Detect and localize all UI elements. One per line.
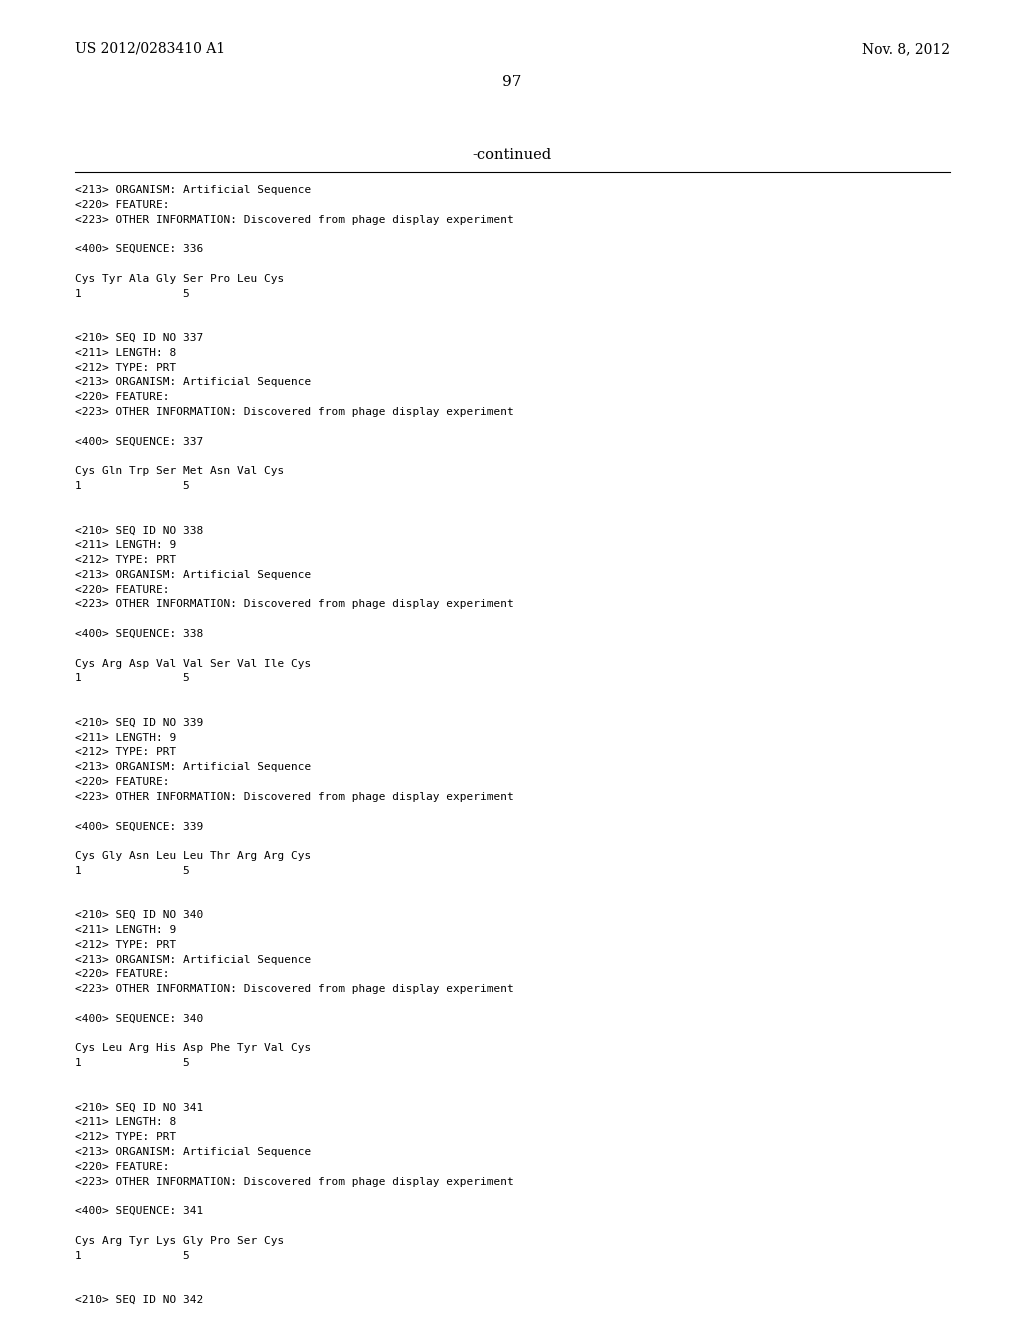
Text: <400> SEQUENCE: 337: <400> SEQUENCE: 337 (75, 437, 203, 446)
Text: Cys Arg Tyr Lys Gly Pro Ser Cys: Cys Arg Tyr Lys Gly Pro Ser Cys (75, 1236, 285, 1246)
Text: 1               5: 1 5 (75, 1059, 189, 1068)
Text: 1               5: 1 5 (75, 1250, 189, 1261)
Text: <223> OTHER INFORMATION: Discovered from phage display experiment: <223> OTHER INFORMATION: Discovered from… (75, 792, 514, 801)
Text: -continued: -continued (472, 148, 552, 162)
Text: <400> SEQUENCE: 341: <400> SEQUENCE: 341 (75, 1206, 203, 1216)
Text: 97: 97 (503, 75, 521, 88)
Text: <220> FEATURE:: <220> FEATURE: (75, 777, 170, 787)
Text: Cys Leu Arg His Asp Phe Tyr Val Cys: Cys Leu Arg His Asp Phe Tyr Val Cys (75, 1043, 311, 1053)
Text: <210> SEQ ID NO 342: <210> SEQ ID NO 342 (75, 1295, 203, 1305)
Text: <223> OTHER INFORMATION: Discovered from phage display experiment: <223> OTHER INFORMATION: Discovered from… (75, 985, 514, 994)
Text: <220> FEATURE:: <220> FEATURE: (75, 199, 170, 210)
Text: <400> SEQUENCE: 336: <400> SEQUENCE: 336 (75, 244, 203, 255)
Text: <210> SEQ ID NO 337: <210> SEQ ID NO 337 (75, 333, 203, 343)
Text: 1               5: 1 5 (75, 480, 189, 491)
Text: 1               5: 1 5 (75, 673, 189, 684)
Text: <213> ORGANISM: Artificial Sequence: <213> ORGANISM: Artificial Sequence (75, 762, 311, 772)
Text: <213> ORGANISM: Artificial Sequence: <213> ORGANISM: Artificial Sequence (75, 378, 311, 387)
Text: <211> LENGTH: 8: <211> LENGTH: 8 (75, 347, 176, 358)
Text: <220> FEATURE:: <220> FEATURE: (75, 585, 170, 594)
Text: US 2012/0283410 A1: US 2012/0283410 A1 (75, 42, 225, 55)
Text: <223> OTHER INFORMATION: Discovered from phage display experiment: <223> OTHER INFORMATION: Discovered from… (75, 407, 514, 417)
Text: <220> FEATURE:: <220> FEATURE: (75, 969, 170, 979)
Text: Nov. 8, 2012: Nov. 8, 2012 (862, 42, 950, 55)
Text: <210> SEQ ID NO 338: <210> SEQ ID NO 338 (75, 525, 203, 536)
Text: <212> TYPE: PRT: <212> TYPE: PRT (75, 747, 176, 758)
Text: <223> OTHER INFORMATION: Discovered from phage display experiment: <223> OTHER INFORMATION: Discovered from… (75, 1176, 514, 1187)
Text: <213> ORGANISM: Artificial Sequence: <213> ORGANISM: Artificial Sequence (75, 1147, 311, 1158)
Text: <212> TYPE: PRT: <212> TYPE: PRT (75, 1133, 176, 1142)
Text: <212> TYPE: PRT: <212> TYPE: PRT (75, 554, 176, 565)
Text: Cys Tyr Ala Gly Ser Pro Leu Cys: Cys Tyr Ala Gly Ser Pro Leu Cys (75, 273, 285, 284)
Text: <210> SEQ ID NO 340: <210> SEQ ID NO 340 (75, 911, 203, 920)
Text: 1               5: 1 5 (75, 289, 189, 298)
Text: <400> SEQUENCE: 339: <400> SEQUENCE: 339 (75, 821, 203, 832)
Text: <213> ORGANISM: Artificial Sequence: <213> ORGANISM: Artificial Sequence (75, 954, 311, 965)
Text: <212> TYPE: PRT: <212> TYPE: PRT (75, 363, 176, 372)
Text: <213> ORGANISM: Artificial Sequence: <213> ORGANISM: Artificial Sequence (75, 570, 311, 579)
Text: <210> SEQ ID NO 339: <210> SEQ ID NO 339 (75, 718, 203, 727)
Text: <211> LENGTH: 9: <211> LENGTH: 9 (75, 733, 176, 743)
Text: <213> ORGANISM: Artificial Sequence: <213> ORGANISM: Artificial Sequence (75, 185, 311, 195)
Text: <220> FEATURE:: <220> FEATURE: (75, 1162, 170, 1172)
Text: <210> SEQ ID NO 341: <210> SEQ ID NO 341 (75, 1102, 203, 1113)
Text: <400> SEQUENCE: 340: <400> SEQUENCE: 340 (75, 1014, 203, 1024)
Text: 1               5: 1 5 (75, 866, 189, 875)
Text: <400> SEQUENCE: 338: <400> SEQUENCE: 338 (75, 630, 203, 639)
Text: Cys Gly Asn Leu Leu Thr Arg Arg Cys: Cys Gly Asn Leu Leu Thr Arg Arg Cys (75, 851, 311, 861)
Text: Cys Arg Asp Val Val Ser Val Ile Cys: Cys Arg Asp Val Val Ser Val Ile Cys (75, 659, 311, 669)
Text: <220> FEATURE:: <220> FEATURE: (75, 392, 170, 403)
Text: <211> LENGTH: 9: <211> LENGTH: 9 (75, 540, 176, 550)
Text: <223> OTHER INFORMATION: Discovered from phage display experiment: <223> OTHER INFORMATION: Discovered from… (75, 215, 514, 224)
Text: <211> LENGTH: 9: <211> LENGTH: 9 (75, 925, 176, 935)
Text: <212> TYPE: PRT: <212> TYPE: PRT (75, 940, 176, 950)
Text: <223> OTHER INFORMATION: Discovered from phage display experiment: <223> OTHER INFORMATION: Discovered from… (75, 599, 514, 610)
Text: Cys Gln Trp Ser Met Asn Val Cys: Cys Gln Trp Ser Met Asn Val Cys (75, 466, 285, 477)
Text: <211> LENGTH: 8: <211> LENGTH: 8 (75, 1118, 176, 1127)
